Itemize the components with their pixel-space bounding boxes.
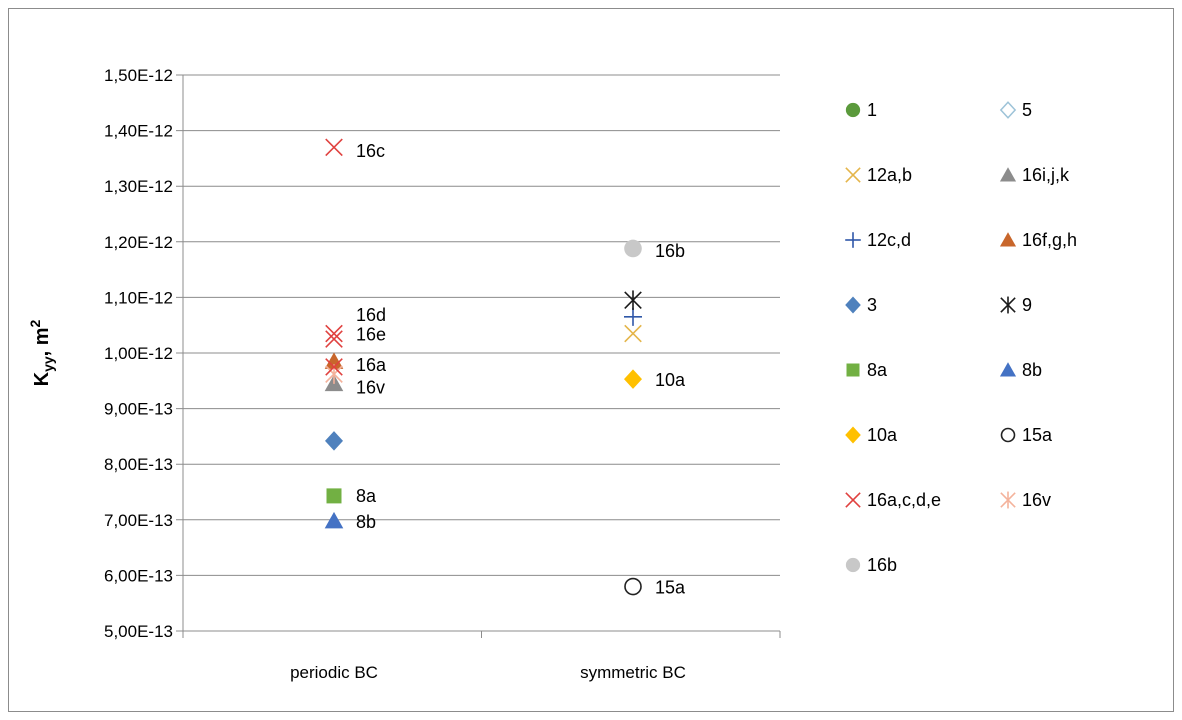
data-point xyxy=(325,138,343,157)
legend-marker xyxy=(999,101,1017,119)
legend-item: 15a xyxy=(1000,425,1053,445)
legend-marker xyxy=(845,426,861,444)
gridlines xyxy=(176,74,780,632)
data-point xyxy=(624,369,642,389)
y-tick-label: 1,30E-12 xyxy=(104,177,173,196)
legend-item: 10a xyxy=(845,425,898,445)
legend-marker xyxy=(1000,491,1016,509)
y-tick-label: 1,50E-12 xyxy=(104,66,173,85)
legend-item: 12c,d xyxy=(845,230,911,250)
legend-item: 1 xyxy=(845,100,877,120)
legend-item: 9 xyxy=(1000,295,1032,315)
y-label-sup: 2 xyxy=(27,319,43,327)
legend-item: 12a,b xyxy=(845,165,912,185)
data-point xyxy=(324,352,344,369)
chart-frame xyxy=(8,8,1174,712)
x-tick-label: periodic BC xyxy=(290,663,378,682)
legend-label: 12c,d xyxy=(867,230,911,250)
y-tick-label: 6,00E-13 xyxy=(104,566,173,585)
x-axis: periodic BC symmetric BC xyxy=(182,75,781,682)
legend-item: 3 xyxy=(845,295,877,315)
y-tick-label: 9,00E-13 xyxy=(104,400,173,419)
legend-label: 16a,c,d,e xyxy=(867,490,941,510)
data-point xyxy=(624,290,642,310)
legend-label: 8b xyxy=(1022,360,1042,380)
legend-label: 16f,g,h xyxy=(1022,230,1077,250)
point-annotation: 8b xyxy=(356,512,376,532)
y-tick-label: 1,10E-12 xyxy=(104,288,173,307)
point-annotation: 10a xyxy=(655,370,686,390)
y-label-sub: yy xyxy=(40,356,56,372)
legend-label: 16b xyxy=(867,555,897,575)
point-annotation: 16d xyxy=(356,305,386,325)
point-annotation: 8a xyxy=(356,486,377,506)
legend-label: 8a xyxy=(867,360,888,380)
legend-item: 16v xyxy=(1000,490,1051,510)
legend-label: 16i,j,k xyxy=(1022,165,1070,185)
legend-marker xyxy=(845,102,861,118)
legend-item: 16f,g,h xyxy=(999,230,1077,250)
data-points xyxy=(324,138,642,596)
legend-marker xyxy=(845,167,861,183)
legend-item: 8b xyxy=(999,360,1042,380)
legend-marker xyxy=(845,492,861,508)
legend-marker xyxy=(1000,427,1016,443)
legend-item: 16i,j,k xyxy=(999,165,1070,185)
data-point xyxy=(624,577,642,596)
data-point xyxy=(325,431,343,451)
data-point xyxy=(324,511,344,529)
y-label-main: K xyxy=(31,371,53,386)
point-annotation: 16c xyxy=(356,141,385,161)
legend-item: 5 xyxy=(999,100,1032,120)
x-tick-label: symmetric BC xyxy=(580,663,686,682)
legend-marker xyxy=(845,296,861,314)
legend-marker xyxy=(845,232,861,248)
legend-item: 8a xyxy=(846,360,888,380)
legend-marker xyxy=(999,167,1017,182)
legend-label: 12a,b xyxy=(867,165,912,185)
legend-marker xyxy=(846,363,860,377)
y-tick-label: 1,00E-12 xyxy=(104,344,173,363)
legend-item: 16a,c,d,e xyxy=(845,490,941,510)
point-annotation: 16a xyxy=(356,355,387,375)
data-point xyxy=(624,307,642,326)
legend-label: 9 xyxy=(1022,295,1032,315)
data-point xyxy=(624,239,642,258)
legend-marker xyxy=(999,362,1017,377)
data-point xyxy=(325,358,343,376)
legend-item: 16b xyxy=(845,555,897,575)
legend-label: 10a xyxy=(867,425,898,445)
legend: 1 5 12a,b 16i,j,k 12c,d 16f,g,h 3 9 8a 8b 10a 15a 16… xyxy=(845,100,1077,575)
legend-label: 3 xyxy=(867,295,877,315)
point-annotation: 16e xyxy=(356,325,386,345)
legend-marker xyxy=(999,232,1017,247)
legend-label: 15a xyxy=(1022,425,1053,445)
data-point xyxy=(624,324,642,343)
legend-marker xyxy=(845,557,861,573)
y-tick-label: 5,00E-13 xyxy=(104,622,173,641)
data-point xyxy=(325,330,343,348)
legend-label: 16v xyxy=(1022,490,1051,510)
data-point xyxy=(326,488,342,504)
legend-label: 5 xyxy=(1022,100,1032,120)
y-tick-label: 1,20E-12 xyxy=(104,233,173,252)
data-point xyxy=(325,324,343,343)
point-annotation: 16b xyxy=(655,241,685,261)
legend-label: 1 xyxy=(867,100,877,120)
y-label-unit: , m xyxy=(31,327,53,356)
point-annotation: 15a xyxy=(655,578,686,598)
legend-marker xyxy=(1000,296,1016,314)
y-tick-label: 1,40E-12 xyxy=(104,122,173,141)
y-tick-label: 7,00E-13 xyxy=(104,511,173,530)
y-tick-labels: 1,50E-12 1,40E-12 1,30E-12 1,20E-12 1,10E-12… xyxy=(104,66,173,641)
point-annotation: 16v xyxy=(356,377,385,397)
y-axis-label: Kyy, m2 xyxy=(27,319,56,386)
y-tick-label: 8,00E-13 xyxy=(104,455,173,474)
